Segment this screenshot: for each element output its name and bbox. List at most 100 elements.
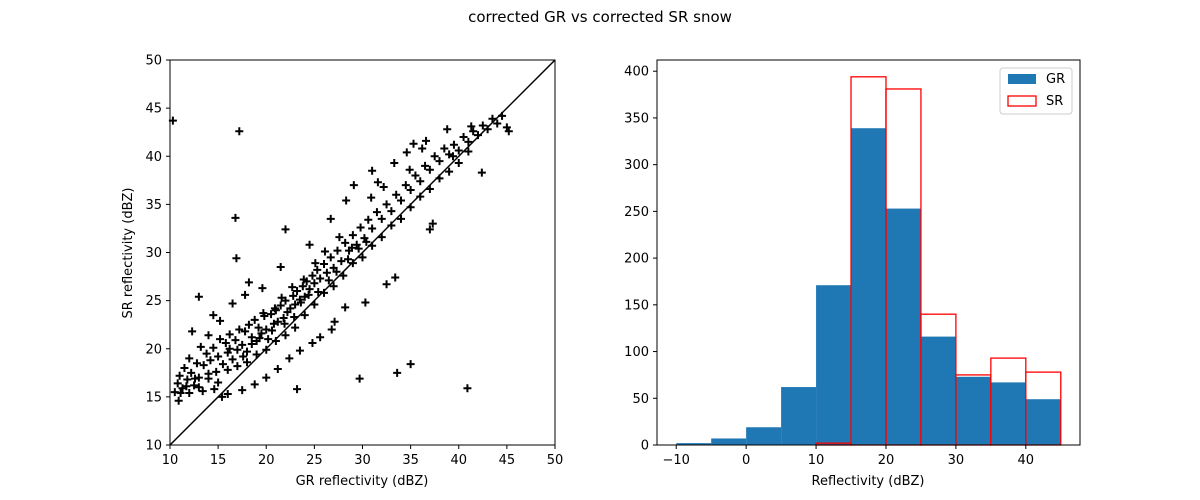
scatter-point (391, 273, 400, 282)
scatter-point (276, 301, 285, 310)
scatter-point (488, 114, 497, 123)
legend-swatch-gr (1008, 74, 1036, 84)
gr-bar (816, 285, 852, 445)
scatter-point (192, 359, 201, 368)
scatter-point (223, 389, 232, 398)
gr-bar (746, 427, 782, 445)
scatter-point (504, 127, 513, 136)
legend-label-gr: GR (1046, 72, 1065, 87)
histogram-x-axis-label: Reflectivity (dBZ) (812, 474, 925, 489)
scatter-point (223, 365, 232, 374)
scatter-point (469, 127, 478, 136)
x-tick-label: 45 (499, 453, 516, 468)
scatter-point (463, 384, 472, 393)
scatter-x-ticks: 10 15 20 25 30 35 40 45 50 (162, 445, 564, 468)
scatter-point (368, 241, 377, 250)
scatter-point (411, 171, 420, 180)
x-tick-label: 25 (306, 453, 323, 468)
scatter-point (268, 326, 277, 335)
scatter-point (214, 378, 223, 387)
gr-bar (781, 387, 817, 445)
scatter-point (406, 360, 415, 369)
scatter-point (271, 337, 280, 346)
x-tick-label: 50 (547, 453, 564, 468)
scatter-point (387, 221, 396, 230)
scatter-point (316, 274, 325, 283)
scatter-point (310, 279, 319, 288)
scatter-point (300, 311, 309, 320)
scatter-point (382, 200, 391, 209)
scatter-point (493, 119, 502, 128)
scatter-point (337, 257, 346, 266)
scatter-point (329, 282, 338, 291)
scatter-point (406, 203, 415, 212)
scatter-point (344, 255, 353, 264)
scatter-point (196, 342, 205, 351)
scatter-point (194, 292, 203, 301)
scatter-point (182, 382, 191, 391)
scatter-point (372, 208, 381, 217)
scatter-point (397, 214, 405, 223)
scatter-point (244, 320, 253, 329)
scatter-point (467, 122, 476, 131)
y-tick-label: 400 (624, 65, 649, 80)
scatter-point (267, 310, 276, 319)
scatter-point (277, 293, 286, 302)
scatter-point (188, 327, 197, 336)
scatter-point (291, 323, 300, 332)
scatter-point (232, 254, 241, 263)
scatter-point (262, 373, 271, 382)
scatter-point (252, 350, 261, 359)
scatter-point (401, 181, 410, 190)
scatter-point (298, 282, 307, 291)
scatter-point (216, 316, 225, 325)
histogram-frame (656, 59, 1081, 446)
scatter-point (324, 276, 333, 285)
scatter-point (204, 369, 213, 378)
scatter-point (206, 356, 215, 365)
scatter-point (425, 225, 434, 234)
scatter-point (448, 152, 457, 161)
scatter-point (428, 219, 437, 228)
scatter-point (264, 335, 273, 344)
scatter-point (191, 374, 200, 383)
scatter-point (354, 244, 363, 253)
scatter-point (361, 298, 370, 307)
scatter-point (308, 271, 317, 280)
y-tick-label: 50 (145, 54, 162, 69)
scatter-point (356, 223, 365, 232)
y-tick-label: 15 (145, 390, 162, 405)
scatter-point (435, 157, 444, 166)
scatter-point (367, 193, 376, 202)
scatter-point (332, 267, 341, 276)
scatter-point (474, 131, 482, 140)
scatter-point (210, 385, 219, 394)
scatter-point (342, 196, 351, 205)
y-tick-label: 10 (145, 439, 162, 454)
scatter-point (228, 355, 237, 364)
scatter-point (255, 334, 264, 343)
scatter-point (406, 185, 415, 194)
scatter-point (270, 304, 279, 313)
histogram-chart: −10 0 10 20 30 40 0 50 100 150 200 250 300 350 400 Re… (624, 59, 1081, 489)
x-tick-label: 15 (210, 453, 227, 468)
x-tick-label: 40 (450, 453, 467, 468)
y-tick-label: 50 (632, 392, 649, 407)
figure-title: corrected GR vs corrected SR snow (468, 8, 732, 26)
scatter-point (235, 127, 244, 136)
scatter-point (416, 192, 425, 201)
y-tick-label: 350 (624, 111, 649, 126)
scatter-point (362, 237, 371, 246)
scatter-point (296, 298, 305, 307)
scatter-point (280, 319, 289, 328)
scatter-point (185, 354, 194, 363)
scatter-point (422, 136, 431, 145)
y-tick-label: 20 (145, 342, 162, 357)
scatter-point (405, 165, 414, 174)
scatter-point (330, 317, 339, 326)
scatter-point (238, 386, 247, 395)
scatter-point (202, 349, 211, 358)
scatter-point (311, 259, 320, 268)
scatter-point (418, 144, 427, 153)
scatter-point (231, 213, 240, 222)
